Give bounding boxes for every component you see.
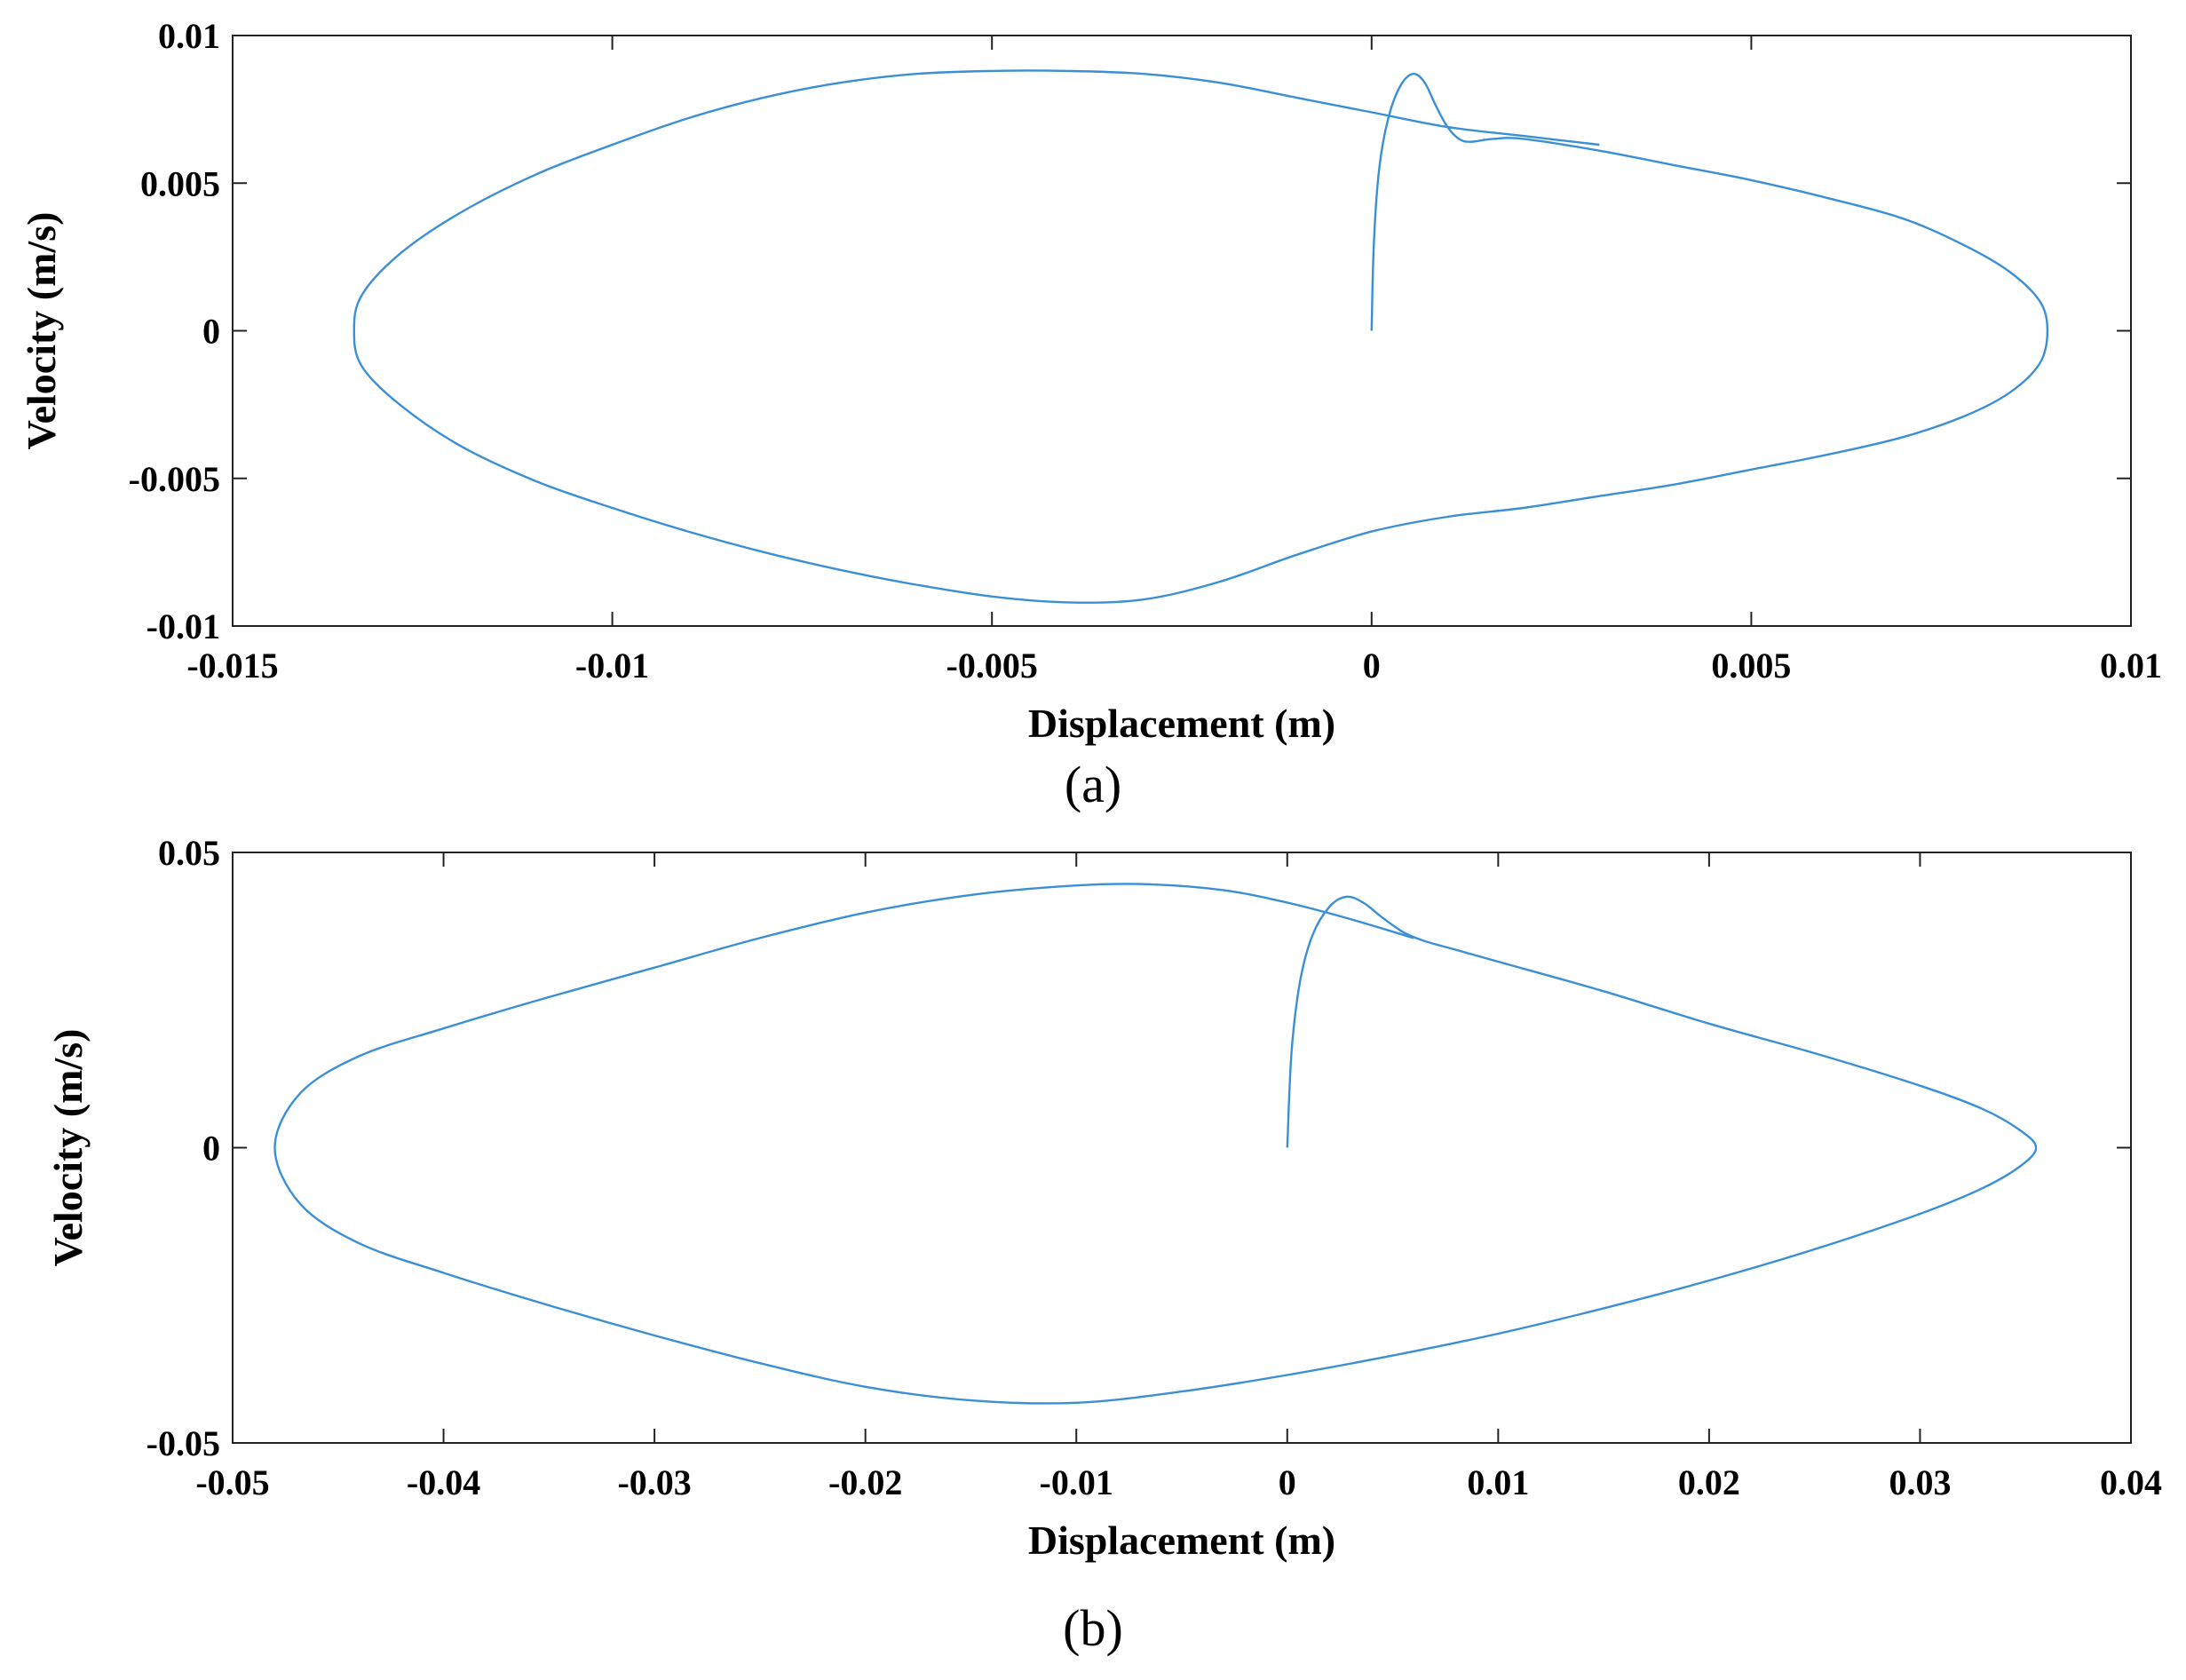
plot-frame-b [232,852,2132,1444]
phase-trajectory-line-a [352,69,2049,604]
caption-a: (a) [1064,756,1122,813]
plot-frame-a [232,35,2132,627]
caption-b: (b) [1063,1599,1123,1657]
x-tick-label: -0.04 [407,1462,480,1502]
y-tick-label: 0 [202,312,220,352]
y-tick-label: 0.05 [158,833,220,873]
chart-a: -0.015 -0.01 -0.005 0 0.005 0.010.010.0050-0.… [19,16,2162,746]
x-tick-label: 0.04 [2100,1462,2162,1502]
x-tick-label: 0.02 [1678,1462,1740,1502]
x-axis-label: Displacement (m) [1028,1518,1335,1563]
x-tick-label: 0.01 [2100,646,2162,685]
x-tick-label: -0.015 [186,646,278,685]
x-axis-label: Displacement (m) [1028,701,1335,746]
y-tick-label: -0.05 [147,1423,220,1463]
x-tick-label: -0.02 [828,1462,902,1502]
x-tick-label: -0.01 [1040,1462,1113,1502]
y-tick-label: 0.005 [140,163,220,203]
y-tick-label: -0.01 [147,606,220,646]
x-tick-label: -0.05 [195,1462,269,1502]
x-tick-label: 0.01 [1467,1462,1529,1502]
chart-b: -0.05 -0.04 -0.03 -0.02 -0.01 0 0.01 0.02 0.03 0.… [45,833,2162,1563]
y-tick-label: 0.01 [158,16,220,56]
y-tick-label: 0 [202,1129,220,1169]
x-tick-label: 0 [1363,646,1381,685]
y-axis-label: Velocity (m/s) [45,1029,91,1267]
x-tick-label: 0.005 [1711,646,1791,685]
phase-trajectory-line-b [273,883,2038,1405]
y-tick-label: -0.005 [129,459,220,499]
x-tick-label: 0 [1279,1462,1296,1502]
x-tick-label: -0.01 [575,646,649,685]
x-tick-label: -0.005 [946,646,1038,685]
y-axis-label: Velocity (m/s) [19,212,64,450]
x-tick-label: -0.03 [617,1462,691,1502]
x-tick-label: 0.03 [1889,1462,1951,1502]
